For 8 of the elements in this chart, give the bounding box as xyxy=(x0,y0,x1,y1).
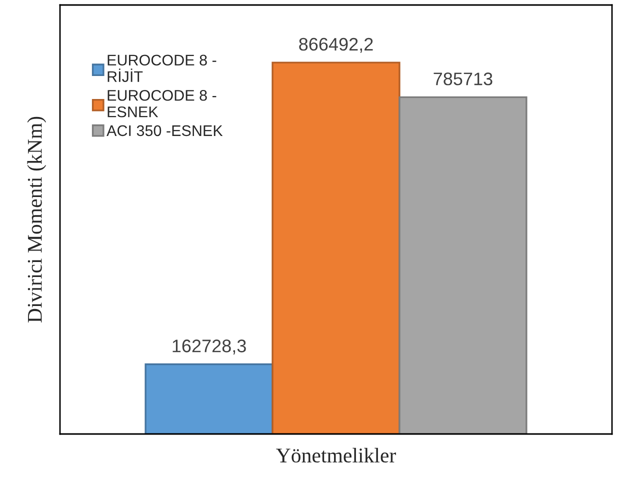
legend-label: ACI 350 -ESNEK xyxy=(106,125,223,136)
x-axis-title: Yönetmelikler xyxy=(276,448,396,463)
legend-label: EUROCODE 8 - RİJİT xyxy=(108,54,216,82)
data-label: 866492,2 xyxy=(299,38,373,53)
data-label: 785713 xyxy=(434,72,492,86)
data-label: 162728,3 xyxy=(172,340,246,354)
y-axis-title: Divirici Momenti (kNm) xyxy=(27,116,46,322)
legend-label: EUROCODE 8 - ESNEK xyxy=(108,90,216,118)
